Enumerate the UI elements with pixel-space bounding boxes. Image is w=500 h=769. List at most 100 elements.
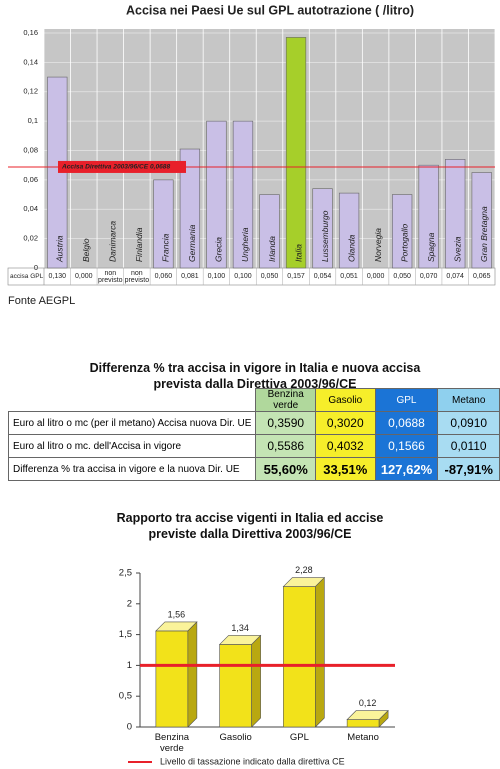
x-tick-label: Germania <box>187 224 197 262</box>
bar <box>259 194 280 269</box>
x-tick-label: Irlanda <box>267 236 277 262</box>
y-tick-label: 0,04 <box>23 204 38 213</box>
column-header: Benzina verde <box>255 388 316 412</box>
x-tick-label: Grecia <box>214 237 224 262</box>
y-tick-label: 1 <box>127 660 132 671</box>
y-tick-label: 2,5 <box>119 568 132 579</box>
x-tick-label: Ungheria <box>240 227 250 262</box>
value-label: 0,054 <box>313 273 332 280</box>
bar <box>392 194 413 269</box>
bar-front <box>346 719 380 728</box>
cell: 0,0910 <box>437 411 500 435</box>
x-tick-label: Svezia <box>452 236 462 262</box>
cell: 0,5586 <box>255 434 316 458</box>
column-header: GPL <box>374 388 439 412</box>
chart-title: Rapporto tra accise vigenti in Italia ed… <box>116 511 384 541</box>
y-tick-label: 0,06 <box>23 175 38 184</box>
value-label: 1,34 <box>231 623 249 633</box>
bar-side <box>251 634 261 728</box>
table-row: Euro al litro o mc. dell'Accisa in vigor… <box>7 434 500 458</box>
y-tick-label: 0,08 <box>23 145 38 154</box>
x-tick-label: Olanda <box>346 234 356 262</box>
cell: 0,4032 <box>315 434 376 458</box>
cell: 0,3020 <box>315 411 376 435</box>
x-tick-label: Benzina verde <box>154 732 190 754</box>
column-header: Gasolio <box>315 388 376 412</box>
value-label: 0,060 <box>154 273 173 280</box>
y-tick-label: 0,1 <box>28 116 38 125</box>
bar <box>285 37 307 269</box>
value-label: 0,000 <box>75 273 93 280</box>
x-tick-label: Norvegia <box>373 228 383 262</box>
cell: 127,62% <box>374 457 439 481</box>
value-label: 2,28 <box>295 565 313 575</box>
value-label: 1,56 <box>168 609 186 619</box>
x-tick-label: Gasolio <box>219 732 252 743</box>
x-tick-label: Finlandia <box>134 227 144 262</box>
bar <box>338 192 360 269</box>
table-row: Differenza % tra accisa in vigore e la n… <box>7 457 500 481</box>
bar-side <box>378 709 389 728</box>
cell: 0,1566 <box>374 434 439 458</box>
bar-side <box>315 576 325 728</box>
bar-front <box>283 586 316 728</box>
column-header: Metano <box>437 388 500 412</box>
value-label: 0,065 <box>472 273 491 280</box>
value-label: 0,100 <box>234 273 252 280</box>
value-label: 0,051 <box>340 273 358 280</box>
reference-label: Accisa Direttiva 2003/96/CE 0,0688 <box>61 164 170 171</box>
value-label: non previsto <box>98 269 123 284</box>
y-tick-label: 0 <box>127 722 132 733</box>
x-tick-label: Portogallo <box>399 223 409 262</box>
x-tick-label: Danimarca <box>108 221 118 262</box>
x-tick-label: Austria <box>55 235 65 263</box>
x-tick-label: Lussemburgo <box>320 210 330 262</box>
value-label: 0,074 <box>446 273 464 280</box>
bar-front <box>155 630 189 728</box>
x-tick-label: Spagna <box>426 232 436 262</box>
value-label: 0,050 <box>260 273 279 280</box>
cell: 33,51% <box>315 457 376 481</box>
bar <box>206 120 227 269</box>
reference-label-box <box>58 160 186 173</box>
bar-side <box>187 621 198 728</box>
row-label: accisa GPL <box>10 273 44 280</box>
cell: 0,3590 <box>255 411 316 435</box>
y-tick-label: 0 <box>34 263 38 272</box>
chart-title: Accisa nei Paesi Ue sul GPL autotrazione… <box>126 3 414 17</box>
row-label: Euro al litro o mc. dell'Accisa in vigor… <box>7 434 257 458</box>
value-label: 0,100 <box>207 273 226 280</box>
x-tick-label: Belgio <box>81 238 91 262</box>
x-tick-label: Metano <box>347 732 379 743</box>
bar <box>445 159 466 269</box>
y-tick-label: 0,02 <box>23 234 38 243</box>
legend-label: Livello di tassazione indicato dalla dir… <box>160 756 345 766</box>
cell: -87,91% <box>437 457 500 481</box>
x-tick-label: Gran Bretagna <box>479 206 489 262</box>
header-row: Benzina verde Gasolio GPL Metano <box>9 388 500 412</box>
table-row: Euro al litro o mc (per il metano) Accis… <box>7 411 500 435</box>
y-tick-label: 1,5 <box>119 629 132 640</box>
y-tick-label: 2 <box>127 598 132 609</box>
x-tick-label: GPL <box>289 732 309 743</box>
cell: 55,60% <box>255 457 316 481</box>
bar <box>418 164 439 269</box>
y-tick-label: 0,5 <box>119 691 132 702</box>
row-label: Differenza % tra accisa in vigore e la n… <box>7 457 257 481</box>
bar <box>312 188 333 269</box>
bar <box>153 179 174 269</box>
y-tick-label: 0,12 <box>23 87 38 96</box>
y-tick-label: 0,16 <box>23 28 38 37</box>
value-label: 0,157 <box>287 273 305 280</box>
corner <box>9 389 256 412</box>
value-label: 0,000 <box>366 273 385 280</box>
cell: 0,0110 <box>437 434 500 458</box>
value-label: 0,12 <box>359 698 377 708</box>
table: Benzina verde Gasolio GPL Metano Euro al lit… <box>7 388 500 481</box>
cell: 0,0688 <box>374 411 439 435</box>
value-label: 0,070 <box>419 273 438 280</box>
x-tick-label: Italia <box>293 244 303 262</box>
bar <box>179 148 201 269</box>
